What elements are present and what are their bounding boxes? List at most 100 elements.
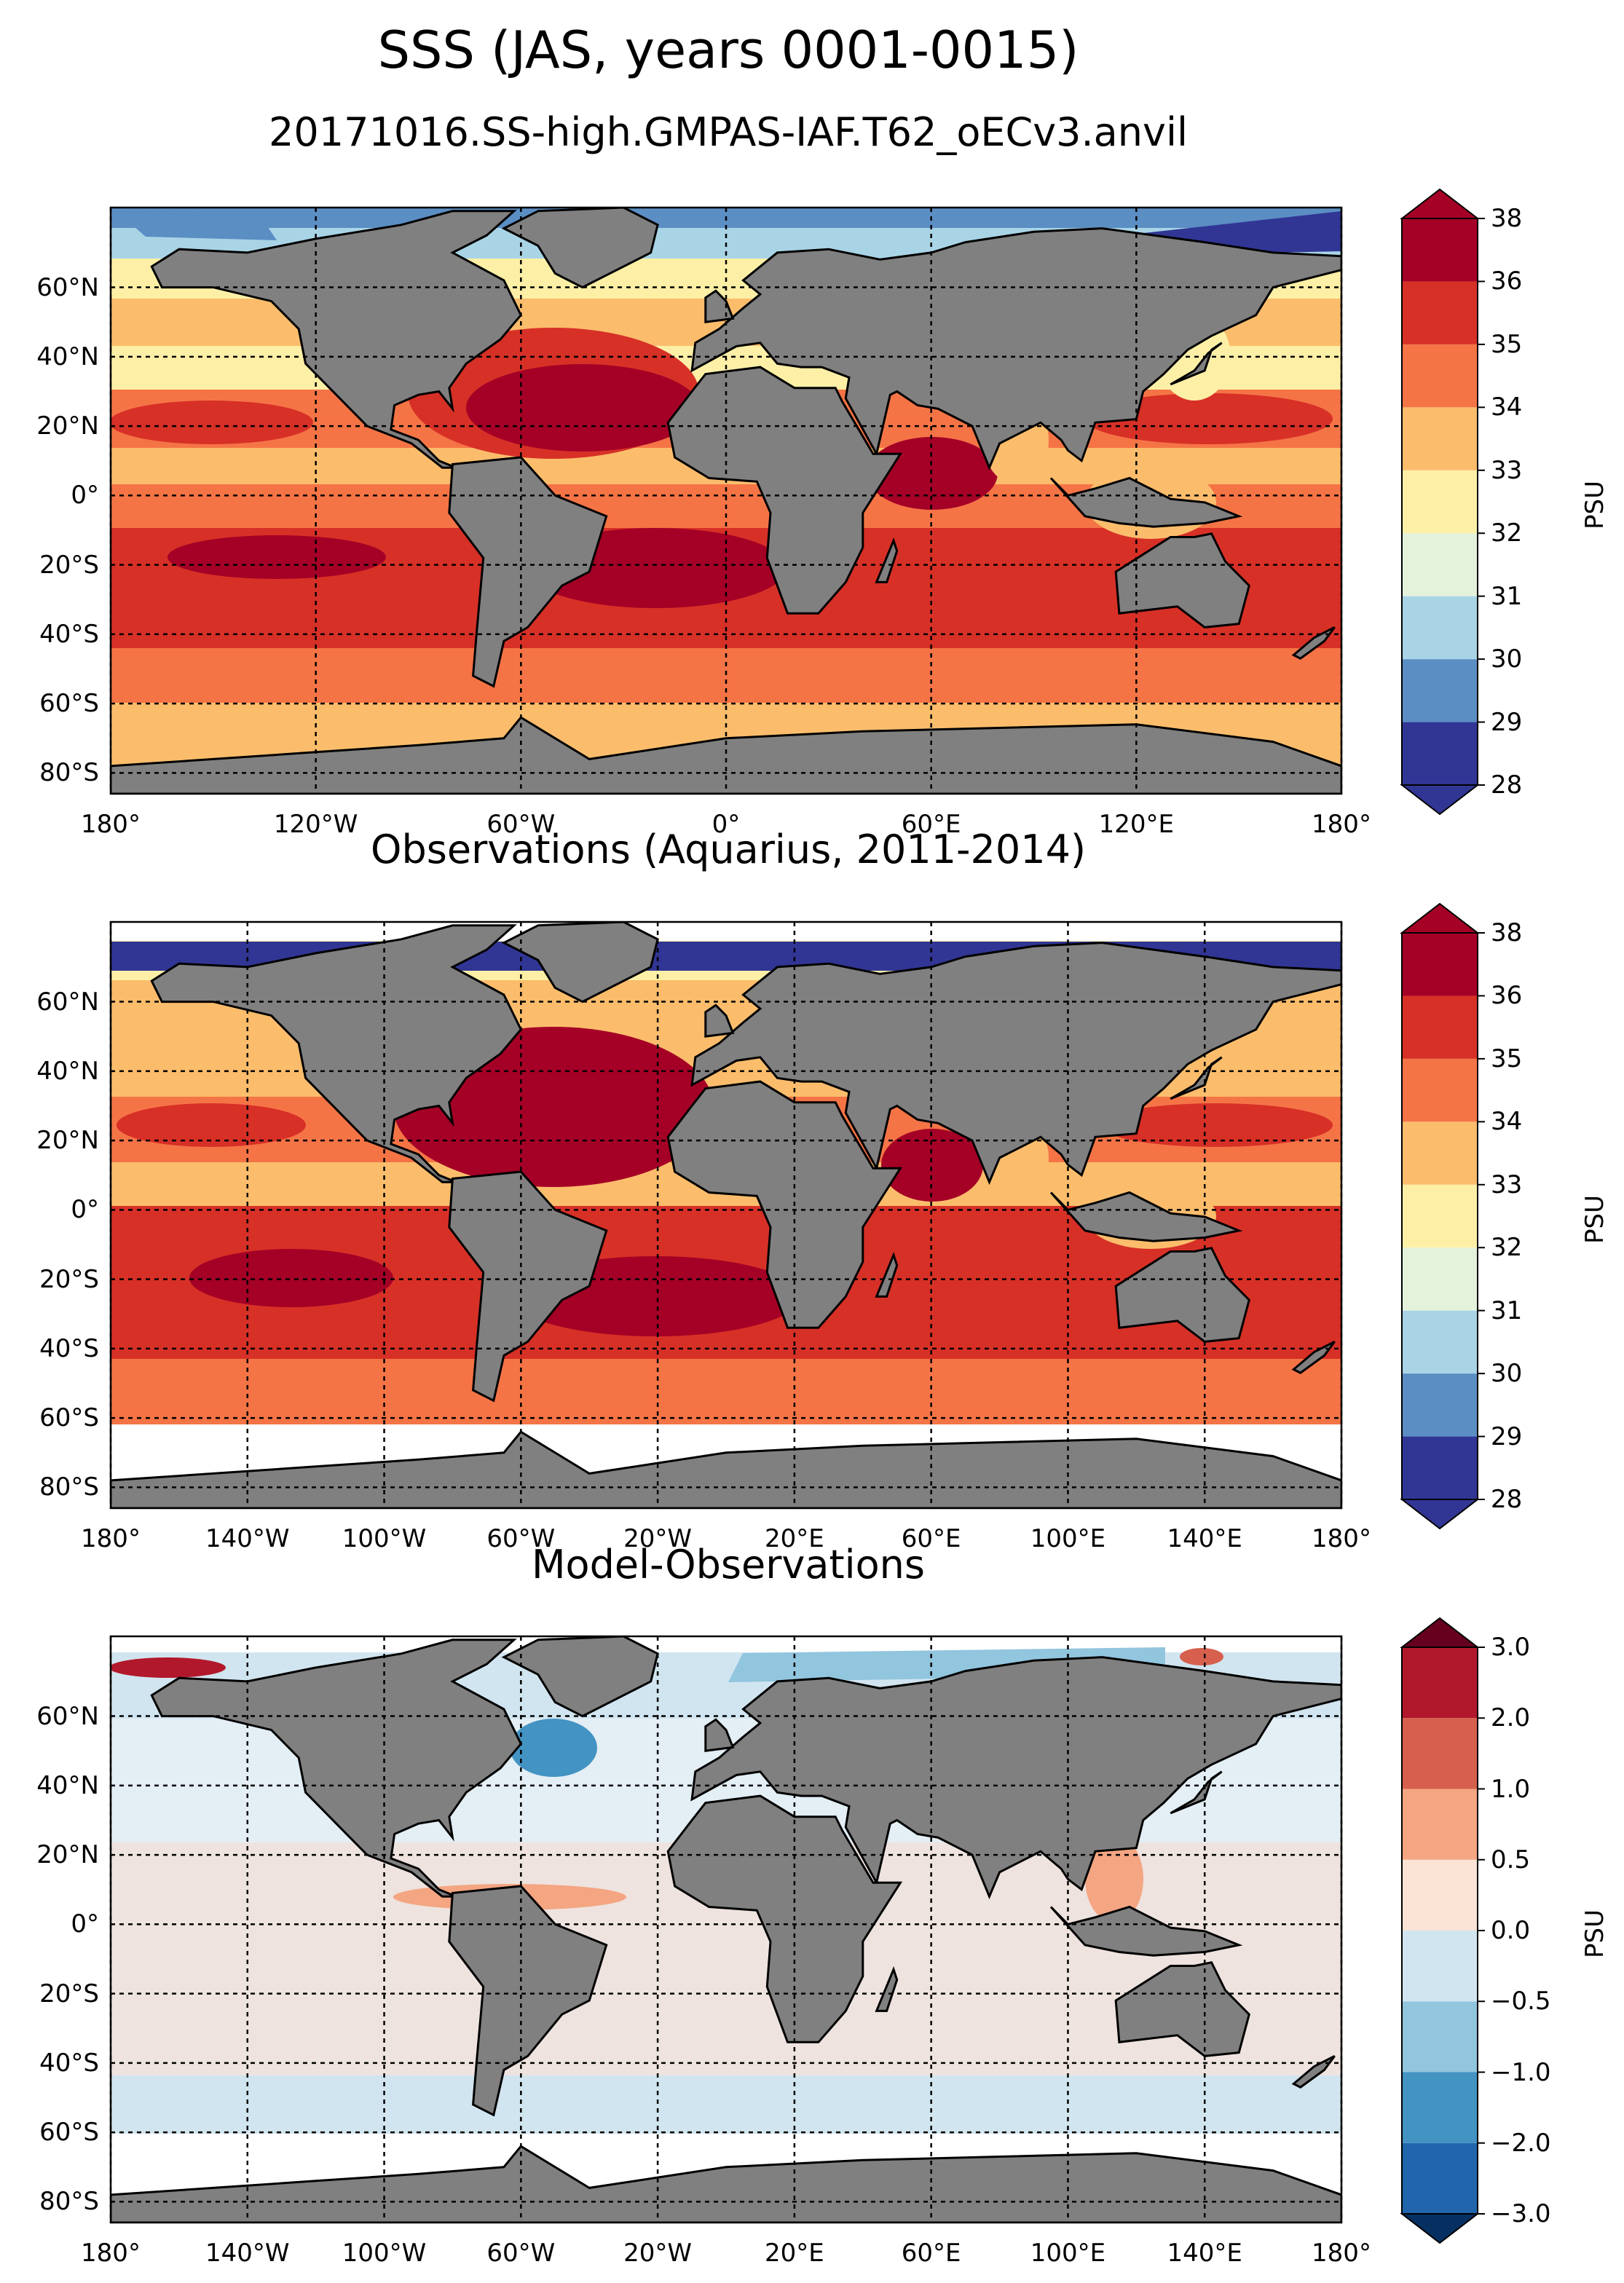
north-america-land [150,924,523,1183]
lat-tick-label: 60°S [39,2118,99,2148]
colorbar-extend-low [1400,2213,1480,2244]
lat-tick-label: 40°S [39,1333,99,1363]
lon-tick-label: 60°E [901,2239,961,2268]
panel-title-difference: Model-Observations [531,1542,926,1588]
colorbar-tick-label: 33 [1491,455,1523,485]
lon-tick-label: 180° [1312,810,1371,839]
lon-tick-label: 140°E [1167,1524,1242,1553]
colorbar-diff [1400,1617,1485,2244]
lat-tick-label: 20°S [39,1264,99,1294]
colorbar-tick-label: −0.5 [1491,1987,1551,2016]
colorbar-segment [1402,1247,1478,1311]
lon-tick-label: 0° [712,810,741,839]
lon-tick-label: 20°E [765,2239,824,2268]
colorbar-tick-label: 35 [1491,1044,1523,1073]
colorbar-tick-label: 2.0 [1491,1703,1531,1733]
madagascar-land [875,537,899,583]
indonesia-land [1049,1191,1243,1242]
map-frame [109,206,1343,795]
colorbar-segment [1402,1184,1478,1248]
lon-tick-label: 60°E [901,1524,961,1553]
colorbar-segment [1402,1931,1478,2002]
colorbar-tick-label: 29 [1491,707,1523,737]
colorbar-tick-label: 38 [1491,204,1523,233]
colorbar-tick-label: 36 [1491,981,1523,1011]
lat-tick-label: 40°N [36,342,99,371]
lat-tick-label: 60°S [39,689,99,719]
colorbar-unit-label: PSU [1580,481,1609,529]
lon-tick-label: 100°W [342,1524,427,1553]
lon-tick-label: 140°W [205,2239,290,2268]
colorbar-segment [1402,1058,1478,1122]
lon-tick-label: 180° [81,810,141,839]
greenland-land [501,1636,659,1718]
colorbar-segment [1402,722,1478,785]
colorbar-tick-label: 1.0 [1491,1774,1531,1804]
map-frame [109,920,1343,1510]
lon-tick-label: 60°E [901,810,961,839]
north-america-land [150,210,523,469]
colorbar-tick-label: 28 [1491,770,1523,800]
lat-tick-label: 20°N [36,1126,99,1156]
antarctica-land [111,716,1341,794]
lat-tick-label: 80°S [39,758,99,788]
lon-tick-label: 100°E [1030,2239,1106,2268]
colorbar-segment [1402,596,1478,660]
lat-tick-label: 60°N [36,987,99,1017]
colorbar-segment [1402,995,1478,1059]
lat-tick-label: 20°S [39,1979,99,2008]
colorbar-segment [1402,933,1478,996]
lon-tick-label: 180° [81,1524,141,1553]
colorbar-unit-label: PSU [1580,1195,1609,1244]
colorbar-segment [1402,2072,1478,2143]
colorbar-tick-label: 29 [1491,1422,1523,1451]
colorbar-tick-label: 28 [1491,1485,1523,1514]
colorbar-tick-label: −2.0 [1491,2128,1551,2158]
lon-tick-label: 120°W [273,810,358,839]
lon-tick-label: 180° [1312,2239,1371,2268]
indonesia-land [1049,476,1243,528]
colorbar-unit-label: PSU [1580,1909,1609,1958]
greenland-land [501,922,659,1004]
colorbar-tick-label: 30 [1491,1359,1523,1389]
colorbar-tick-label: −3.0 [1491,2199,1551,2228]
colorbar-tick-label: 0.0 [1491,1916,1531,1945]
australia-land [1114,1961,1250,2057]
lat-tick-label: 60°N [36,272,99,302]
lon-tick-label: 60°W [486,1524,556,1553]
lat-tick-label: 20°S [39,550,99,580]
colorbar-segment [1402,1647,1478,1719]
australia-land [1114,1247,1250,1343]
colorbar-extend-high [1400,1617,1480,1648]
lon-tick-label: 20°E [765,1524,824,1553]
lat-tick-label: 40°S [39,2048,99,2078]
lat-tick-label: 0° [71,1909,99,1939]
colorbar-tick-label: 36 [1491,267,1523,296]
japan-land [1170,1056,1223,1100]
lat-tick-label: 60°N [36,1701,99,1731]
figure-title: SSS (JAS, years 0001-0015) [377,20,1079,80]
colorbar-segment [1402,470,1478,534]
colorbar-tick-label: 3.0 [1491,1633,1531,1662]
colorbar-tick-label: 32 [1491,518,1523,548]
lon-tick-label: 120°E [1098,810,1175,839]
lon-tick-label: 140°W [205,1524,290,1553]
colorbar-tick-label: 32 [1491,1233,1523,1263]
uk-land [704,1004,735,1038]
north-america-land [150,1639,523,1898]
lat-tick-label: 80°S [39,2187,99,2217]
africa-land [666,1794,903,2043]
colorbar-segment [1402,344,1478,408]
colorbar-segment [1402,533,1478,596]
colorbar-extend-low [1400,1499,1480,1530]
colorbar-extend-high [1400,902,1480,934]
lat-tick-label: 40°S [39,619,99,649]
lon-tick-label: 180° [81,2239,141,2268]
colorbar-extend-high [1400,188,1480,219]
uk-land [704,1718,735,1752]
colorbar-tick-label: 34 [1491,393,1523,422]
colorbar-segment [1402,2142,1478,2214]
lon-tick-label: 140°E [1167,2239,1242,2268]
colorbar-tick-label: 34 [1491,1107,1523,1137]
